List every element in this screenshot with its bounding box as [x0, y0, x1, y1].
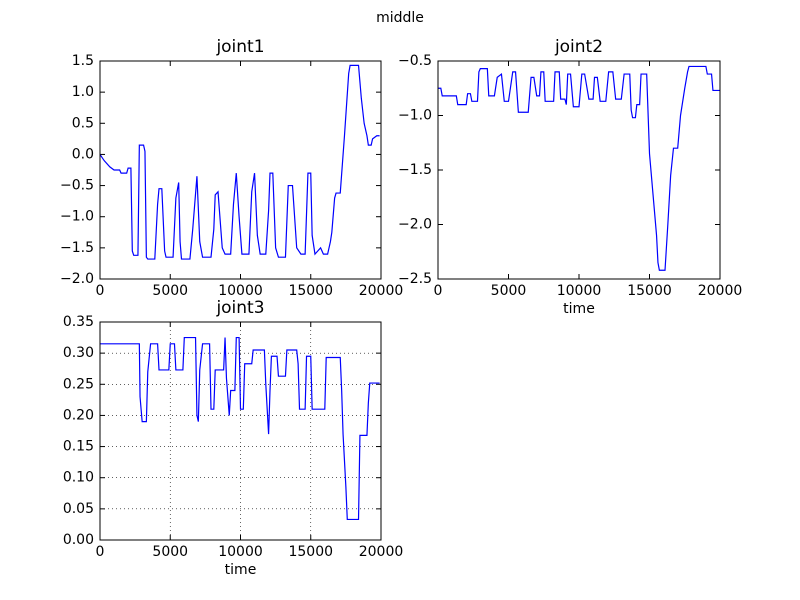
y-tick-label: 0.0: [72, 146, 94, 162]
subplot-title: joint3: [215, 298, 264, 318]
x-tick-label: 10000: [557, 283, 602, 299]
y-tick-label: 0.20: [63, 407, 94, 423]
data-line: [99, 64, 380, 260]
x-tick-label: 20000: [359, 283, 404, 299]
y-tick-label: −1.5: [398, 162, 432, 178]
subplot-title: joint1: [215, 37, 264, 57]
y-tick-label: 0.15: [63, 439, 94, 455]
x-tick-label: 15000: [288, 283, 333, 299]
y-tick-label: 0.00: [63, 532, 94, 548]
x-tick-label: 0: [96, 544, 105, 560]
axes-frame: [99, 321, 382, 541]
y-tick-label: 0.35: [63, 314, 94, 330]
x-tick-label: 5000: [491, 283, 527, 299]
y-tick-label: 0.25: [63, 376, 94, 392]
x-axis-label: time: [225, 562, 257, 578]
y-tick-label: −0.5: [60, 178, 94, 194]
x-tick-label: 20000: [698, 283, 743, 299]
x-axis-label: time: [563, 301, 595, 317]
y-tick-label: −1.0: [398, 108, 432, 124]
y-tick-label: −2.5: [398, 271, 432, 287]
x-tick-label: 15000: [288, 544, 333, 560]
x-tick-label: 10000: [218, 544, 263, 560]
y-tick-label: −1.0: [60, 209, 94, 225]
x-tick-label: 15000: [627, 283, 672, 299]
x-tick-label: 20000: [359, 544, 404, 560]
x-tick-label: 5000: [152, 283, 188, 299]
y-tick-label: −0.5: [398, 53, 432, 69]
y-tick-label: 1.5: [72, 53, 94, 69]
y-tick-label: 0.10: [63, 470, 94, 486]
y-tick-label: 1.0: [72, 84, 94, 100]
y-tick-label: 0.5: [72, 115, 94, 131]
y-tick-label: 0.30: [63, 345, 94, 361]
y-tick-label: 0.05: [63, 501, 94, 517]
y-tick-label: −1.5: [60, 240, 94, 256]
data-line: [100, 336, 380, 521]
axes-frame: [437, 60, 721, 280]
y-tick-label: −2.0: [60, 271, 94, 287]
axes-frame: [99, 60, 382, 280]
x-tick-label: 5000: [152, 544, 188, 560]
x-tick-label: 0: [96, 283, 105, 299]
subplot-title: joint2: [554, 37, 603, 57]
x-tick-label: 0: [434, 283, 443, 299]
y-tick-label: −2.0: [398, 217, 432, 233]
data-line: [438, 65, 720, 271]
figure-title: middle: [376, 10, 424, 26]
x-tick-label: 10000: [218, 283, 263, 299]
